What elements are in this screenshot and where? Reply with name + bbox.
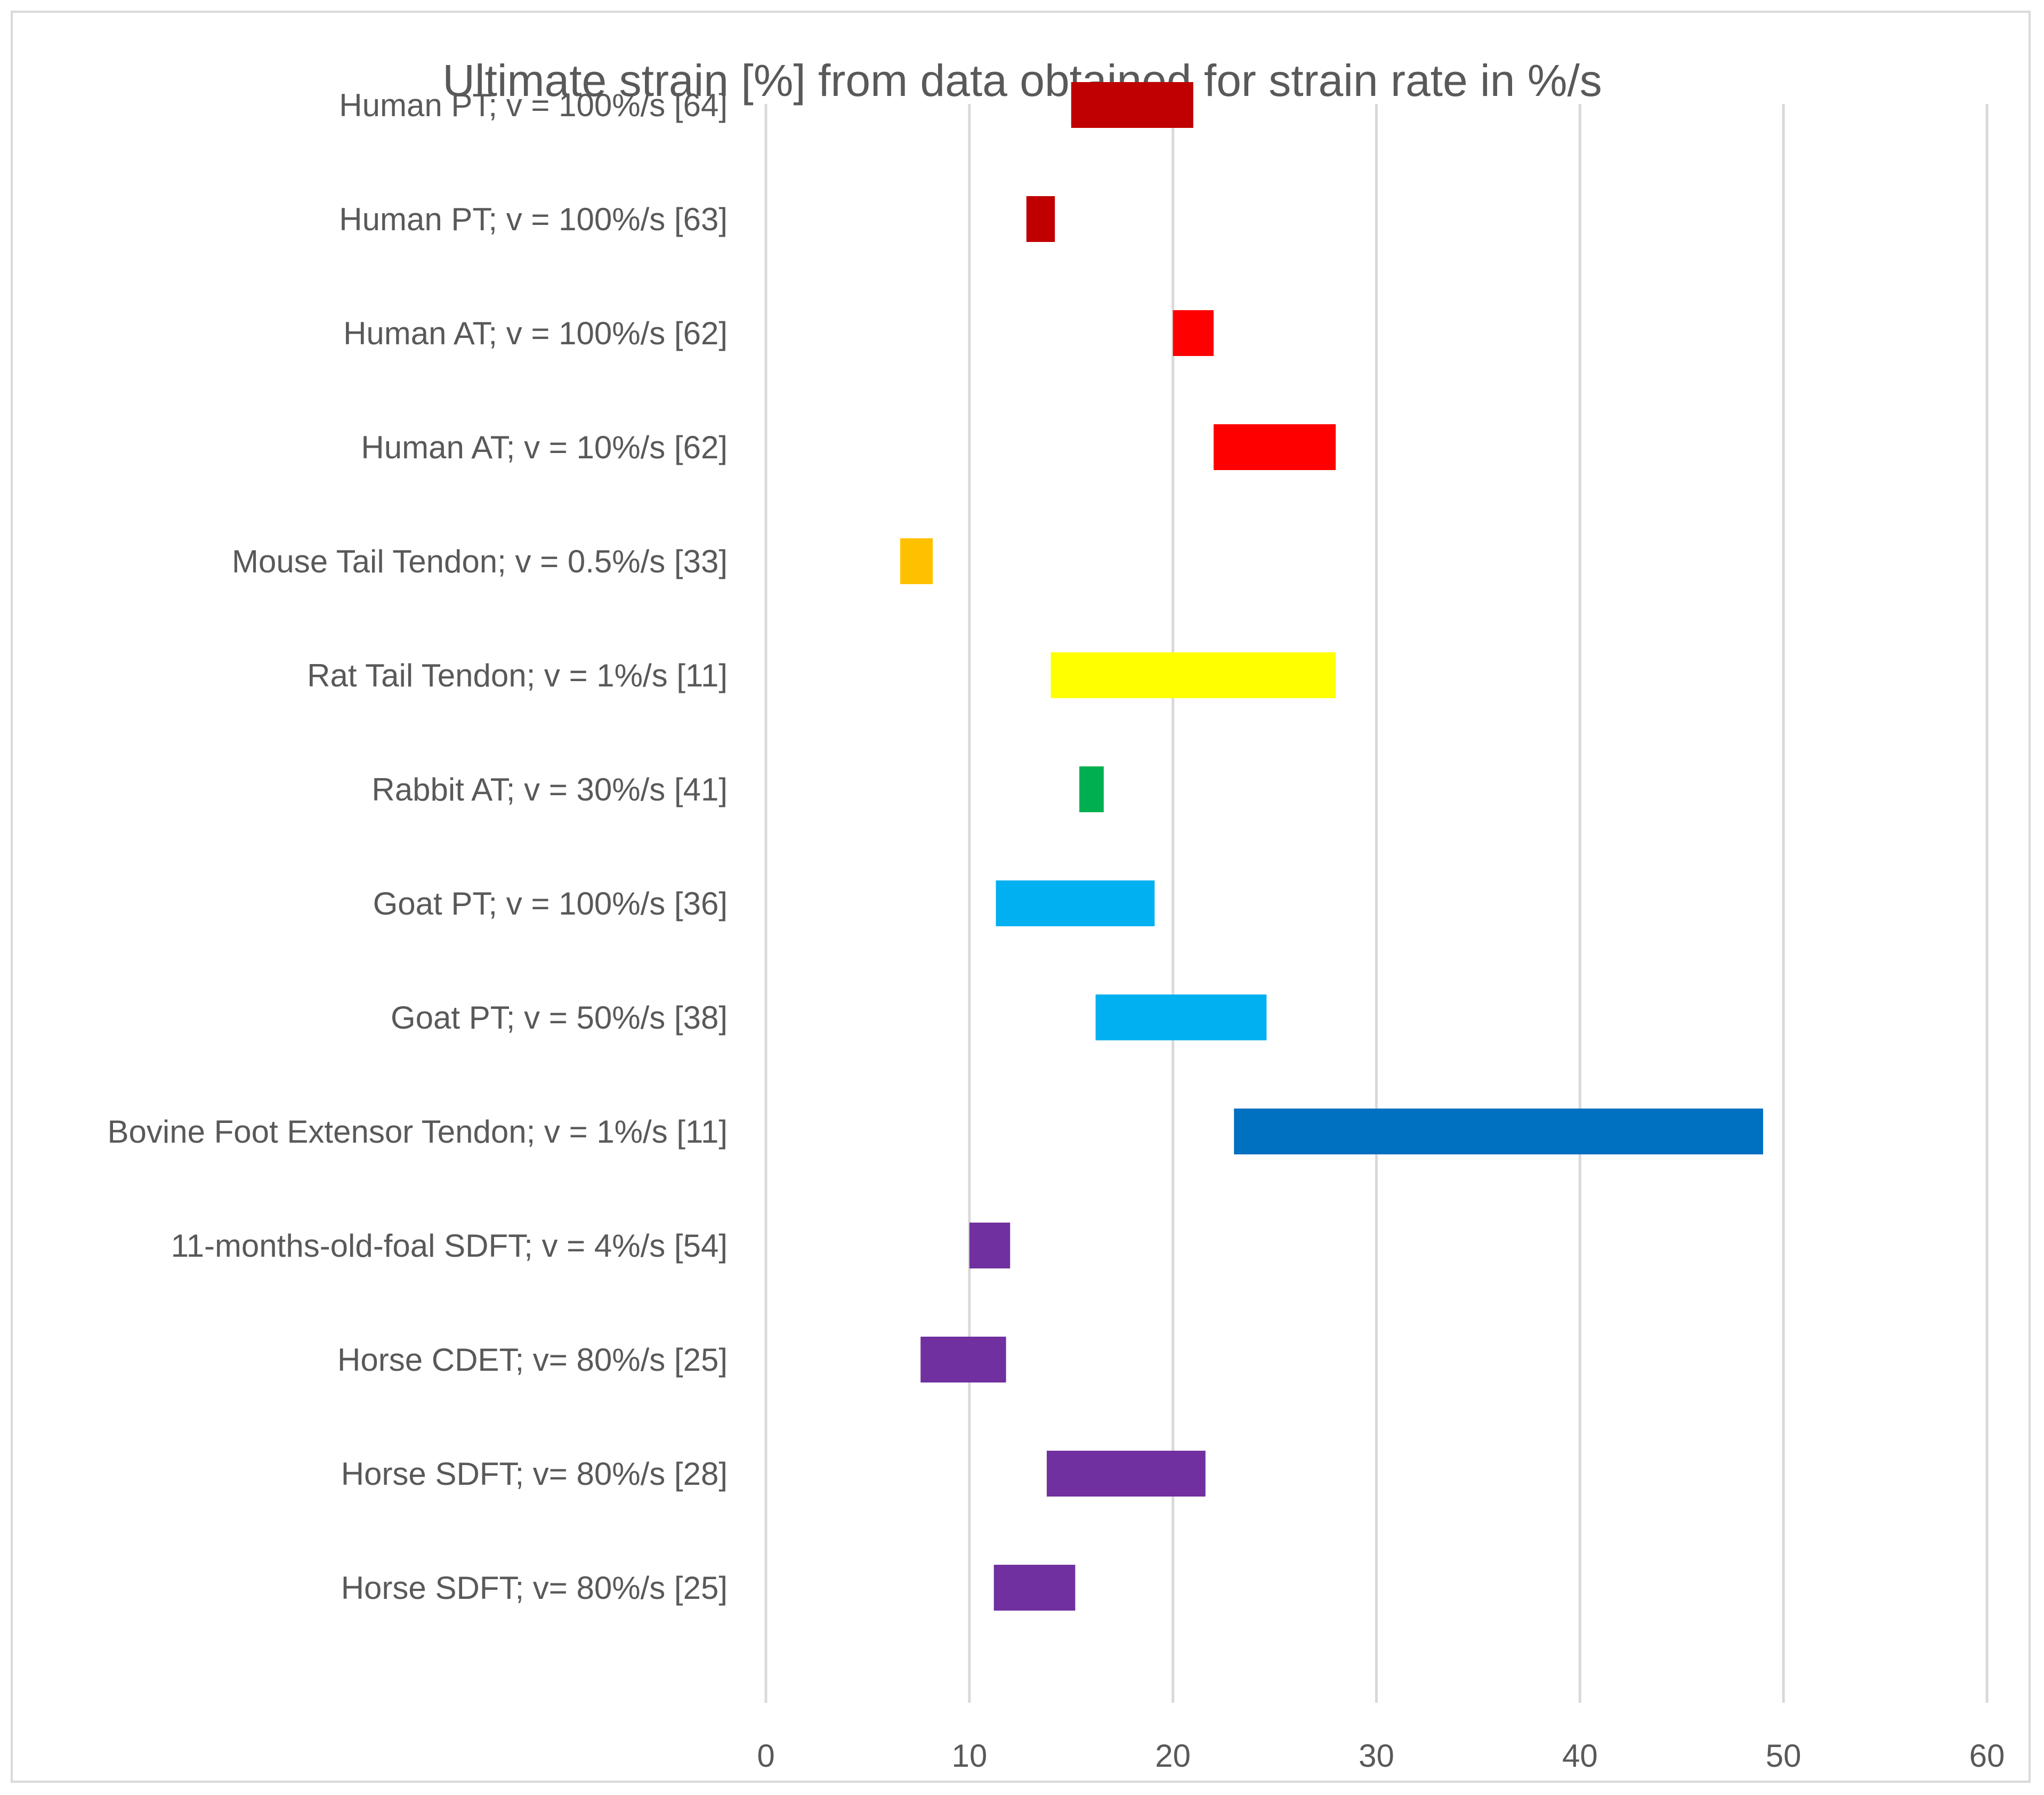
range-bar: [1046, 1451, 1206, 1497]
category-label: Rat Tail Tendon; v = 1%/s [11]: [307, 658, 728, 693]
bars: [900, 82, 1763, 1611]
category-label: Horse SDFT; v= 80%/s [28]: [341, 1456, 728, 1492]
x-axis-tick-labels: 0 10 20 30 40 50 60: [757, 1738, 2005, 1774]
category-label: Rabbit AT; v = 30%/s [41]: [371, 772, 728, 807]
range-bar: [993, 1565, 1076, 1611]
category-label: Human AT; v = 100%/s [62]: [343, 316, 728, 351]
category-label: Human AT; v = 10%/s [62]: [361, 430, 728, 465]
category-label: Goat PT; v = 50%/s [38]: [391, 1000, 728, 1036]
category-label: Horse CDET; v= 80%/s [25]: [337, 1342, 728, 1378]
range-bar: [1051, 652, 1336, 698]
x-tick-label: 50: [1766, 1738, 1801, 1774]
range-bar: [1214, 424, 1336, 470]
chart-title: Ultimate strain [%] from data obtained f…: [442, 55, 1602, 106]
x-tick-label: 30: [1359, 1738, 1394, 1774]
category-label: Horse SDFT; v= 80%/s [25]: [341, 1570, 728, 1606]
range-bar: [969, 1223, 1011, 1268]
category-label: 11-months-old-foal SDFT; v = 4%/s [54]: [171, 1228, 728, 1264]
range-bar: [1234, 1109, 1763, 1154]
x-tick-label: 10: [951, 1738, 987, 1774]
gridlines: [764, 104, 1989, 1703]
range-bar: [1079, 766, 1104, 812]
range-bar: [996, 880, 1155, 926]
x-tick-label: 60: [1969, 1738, 2005, 1774]
range-bar: [900, 538, 933, 584]
category-label: Human PT; v = 100%/s [64]: [339, 87, 728, 123]
x-tick-label: 20: [1155, 1738, 1191, 1774]
range-bar: [1071, 82, 1193, 128]
range-bar: [920, 1337, 1006, 1382]
range-bar: [1095, 994, 1267, 1040]
category-label: Goat PT; v = 100%/s [36]: [373, 886, 728, 921]
category-label: Mouse Tail Tendon; v = 0.5%/s [33]: [232, 544, 728, 579]
range-bar: [1026, 196, 1055, 242]
category-label: Human PT; v = 100%/s [63]: [339, 201, 728, 237]
range-bar: [1173, 310, 1214, 356]
x-tick-label: 40: [1562, 1738, 1598, 1774]
category-label: Bovine Foot Extensor Tendon; v = 1%/s [1…: [108, 1114, 728, 1150]
category-labels: Human PT; v = 100%/s [64] Human PT; v = 1…: [108, 87, 728, 1606]
x-tick-label: 0: [757, 1738, 774, 1774]
